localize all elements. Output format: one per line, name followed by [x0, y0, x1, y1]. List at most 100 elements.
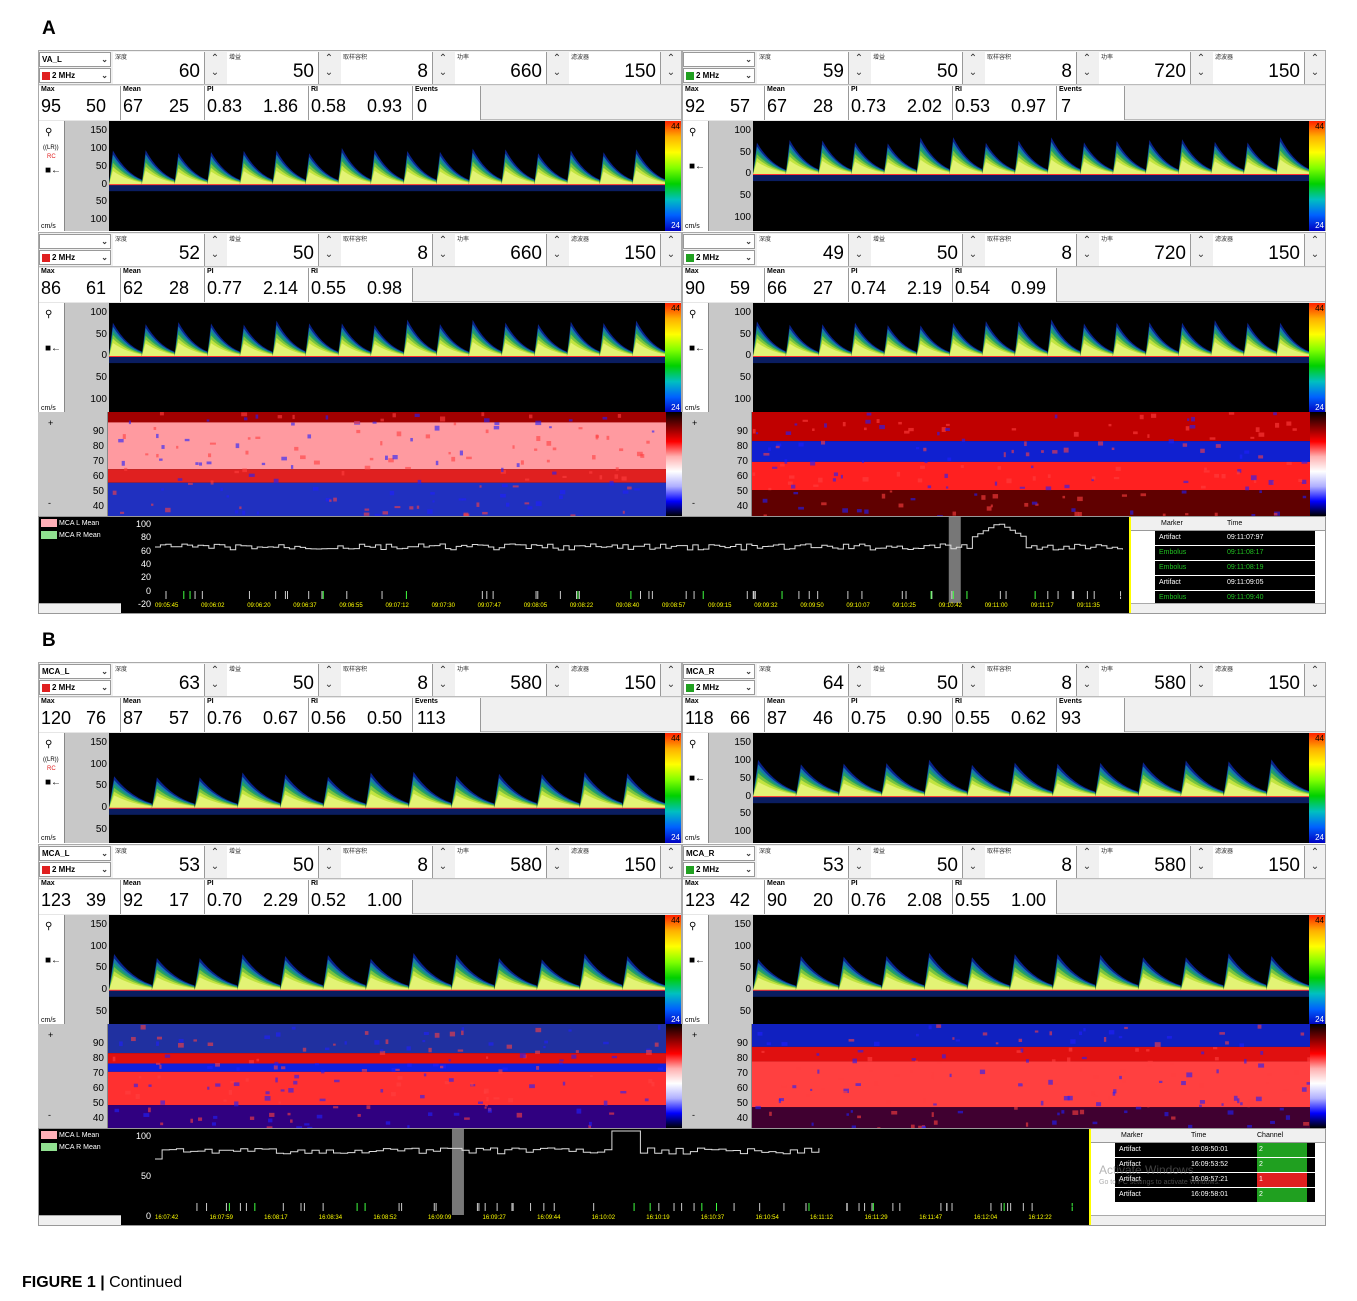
depth-field[interactable]: 深度 63	[113, 664, 205, 696]
probe-select[interactable]: MCA_R ⌄	[683, 846, 755, 861]
column-header[interactable]: Marker	[1161, 520, 1183, 527]
horizontal-scrollbar[interactable]	[1091, 1215, 1325, 1225]
stepper-icon[interactable]: ⌃ ⌄	[433, 664, 453, 696]
event-row[interactable]: Embolus 09:11:08:19	[1155, 561, 1315, 575]
baseline-arrow-icon[interactable]: ■←	[45, 955, 62, 966]
stepper-icon[interactable]: ⌃ ⌄	[205, 846, 225, 878]
stepper-icon[interactable]: ⌃ ⌄	[1077, 846, 1097, 878]
probe-select[interactable]: MCA_L ⌄	[39, 664, 111, 679]
probe-select[interactable]: ⌄	[683, 234, 755, 249]
stepper-icon[interactable]: ⌃ ⌄	[963, 846, 983, 878]
frequency-select[interactable]: 2 MHz ⌄	[39, 680, 111, 695]
sample-field[interactable]: 取样容积 8	[985, 234, 1077, 266]
frequency-select[interactable]: 2 MHz ⌄	[39, 862, 111, 877]
stepper-icon[interactable]: ⌃ ⌄	[963, 234, 983, 266]
power-field[interactable]: 功率 660	[455, 234, 547, 266]
probe-icon[interactable]: ⚲	[689, 921, 697, 932]
filter-field[interactable]: 滤波器 150	[569, 664, 661, 696]
gain-field[interactable]: 增益 50	[871, 846, 963, 878]
probe-icon[interactable]: ⚲	[689, 309, 697, 320]
probe-select[interactable]: VA_L ⌄	[39, 52, 111, 67]
event-row[interactable]: Artifact 09:11:09:05	[1155, 576, 1315, 590]
probe-select[interactable]: ⌄	[683, 52, 755, 67]
sample-field[interactable]: 取样容积 8	[341, 846, 433, 878]
stepper-icon[interactable]: ⌃ ⌄	[433, 234, 453, 266]
frequency-select[interactable]: 2 MHz ⌄	[39, 250, 111, 265]
stepper-icon[interactable]: ⌃ ⌄	[1191, 52, 1211, 84]
filter-field[interactable]: 滤波器 150	[569, 234, 661, 266]
frequency-select[interactable]: 2 MHz ⌄	[683, 680, 755, 695]
stepper-icon[interactable]: ⌃ ⌄	[319, 664, 339, 696]
filter-field[interactable]: 滤波器 150	[1213, 234, 1305, 266]
stepper-icon[interactable]: ⌃ ⌄	[1305, 664, 1325, 696]
sample-field[interactable]: 取样容积 8	[985, 52, 1077, 84]
stepper-icon[interactable]: ⌃ ⌄	[205, 52, 225, 84]
stepper-icon[interactable]: ⌃ ⌄	[547, 664, 567, 696]
sample-field[interactable]: 取样容积 8	[985, 846, 1077, 878]
frequency-select[interactable]: 2 MHz ⌄	[683, 862, 755, 877]
stepper-icon[interactable]: ⌃ ⌄	[433, 52, 453, 84]
gain-field[interactable]: 增益 50	[871, 52, 963, 84]
gain-field[interactable]: 增益 50	[227, 846, 319, 878]
depth-field[interactable]: 深度 53	[757, 846, 849, 878]
probe-icon[interactable]: ⚲	[689, 127, 697, 138]
column-header[interactable]: Channel	[1257, 1132, 1284, 1139]
stepper-icon[interactable]: ⌃ ⌄	[1077, 234, 1097, 266]
column-header[interactable]: Time	[1227, 520, 1243, 527]
stepper-icon[interactable]: ⌃ ⌄	[1305, 234, 1325, 266]
power-field[interactable]: 功率 580	[455, 664, 547, 696]
depth-field[interactable]: 深度 53	[113, 846, 205, 878]
probe-select[interactable]: MCA_R ⌄	[683, 664, 755, 679]
gain-field[interactable]: 增益 50	[227, 664, 319, 696]
event-row[interactable]: Artifact 16:09:53:52 2	[1115, 1158, 1315, 1172]
stepper-icon[interactable]: ⌃ ⌄	[547, 846, 567, 878]
probe-select[interactable]: ⌄	[39, 234, 111, 249]
stepper-icon[interactable]: ⌃ ⌄	[849, 234, 869, 266]
baseline-arrow-icon[interactable]: ■←	[689, 773, 706, 784]
gain-field[interactable]: 增益 50	[227, 52, 319, 84]
stepper-icon[interactable]: ⌃ ⌄	[205, 234, 225, 266]
stepper-icon[interactable]: ⌃ ⌄	[547, 52, 567, 84]
event-row[interactable]: Embolus 09:11:08:17	[1155, 546, 1315, 560]
stepper-icon[interactable]: ⌃ ⌄	[433, 846, 453, 878]
power-field[interactable]: 功率 580	[455, 846, 547, 878]
power-field[interactable]: 功率 660	[455, 52, 547, 84]
stepper-icon[interactable]: ⌃ ⌄	[205, 664, 225, 696]
stepper-icon[interactable]: ⌃ ⌄	[319, 846, 339, 878]
column-header[interactable]: Marker	[1121, 1132, 1143, 1139]
column-header[interactable]: Time	[1191, 1132, 1207, 1139]
power-field[interactable]: 功率 720	[1099, 234, 1191, 266]
horizontal-scrollbar[interactable]	[39, 1215, 121, 1225]
stepper-icon[interactable]: ⌃ ⌄	[849, 664, 869, 696]
stepper-icon[interactable]: ⌃ ⌄	[547, 234, 567, 266]
sample-field[interactable]: 取样容积 8	[341, 234, 433, 266]
filter-field[interactable]: 滤波器 150	[1213, 52, 1305, 84]
frequency-select[interactable]: 2 MHz ⌄	[39, 68, 111, 83]
stepper-icon[interactable]: ⌃ ⌄	[1305, 52, 1325, 84]
probe-icon[interactable]: ⚲	[45, 309, 53, 320]
stepper-icon[interactable]: ⌃ ⌄	[963, 664, 983, 696]
probe-icon[interactable]: ⚲	[45, 127, 53, 138]
sample-field[interactable]: 取样容积 8	[985, 664, 1077, 696]
probe-icon[interactable]: ⚲	[45, 739, 53, 750]
probe-icon[interactable]: ⚲	[689, 739, 697, 750]
sample-field[interactable]: 取样容积 8	[341, 52, 433, 84]
depth-field[interactable]: 深度 64	[757, 664, 849, 696]
event-row[interactable]: Artifact 09:11:07:97	[1155, 531, 1315, 545]
sample-field[interactable]: 取样容积 8	[341, 664, 433, 696]
baseline-arrow-icon[interactable]: ■←	[45, 777, 62, 788]
event-row[interactable]: Embolus 09:11:09:40	[1155, 591, 1315, 605]
stepper-icon[interactable]: ⌃ ⌄	[1191, 664, 1211, 696]
stepper-icon[interactable]: ⌃ ⌄	[849, 52, 869, 84]
baseline-arrow-icon[interactable]: ■←	[45, 343, 62, 354]
power-field[interactable]: 功率 580	[1099, 664, 1191, 696]
baseline-arrow-icon[interactable]: ■←	[689, 955, 706, 966]
baseline-arrow-icon[interactable]: ■←	[689, 161, 706, 172]
power-field[interactable]: 功率 580	[1099, 846, 1191, 878]
depth-field[interactable]: 深度 52	[113, 234, 205, 266]
filter-field[interactable]: 滤波器 150	[1213, 664, 1305, 696]
stepper-icon[interactable]: ⌃ ⌄	[319, 52, 339, 84]
stepper-icon[interactable]: ⌃ ⌄	[849, 846, 869, 878]
depth-field[interactable]: 深度 49	[757, 234, 849, 266]
depth-field[interactable]: 深度 59	[757, 52, 849, 84]
